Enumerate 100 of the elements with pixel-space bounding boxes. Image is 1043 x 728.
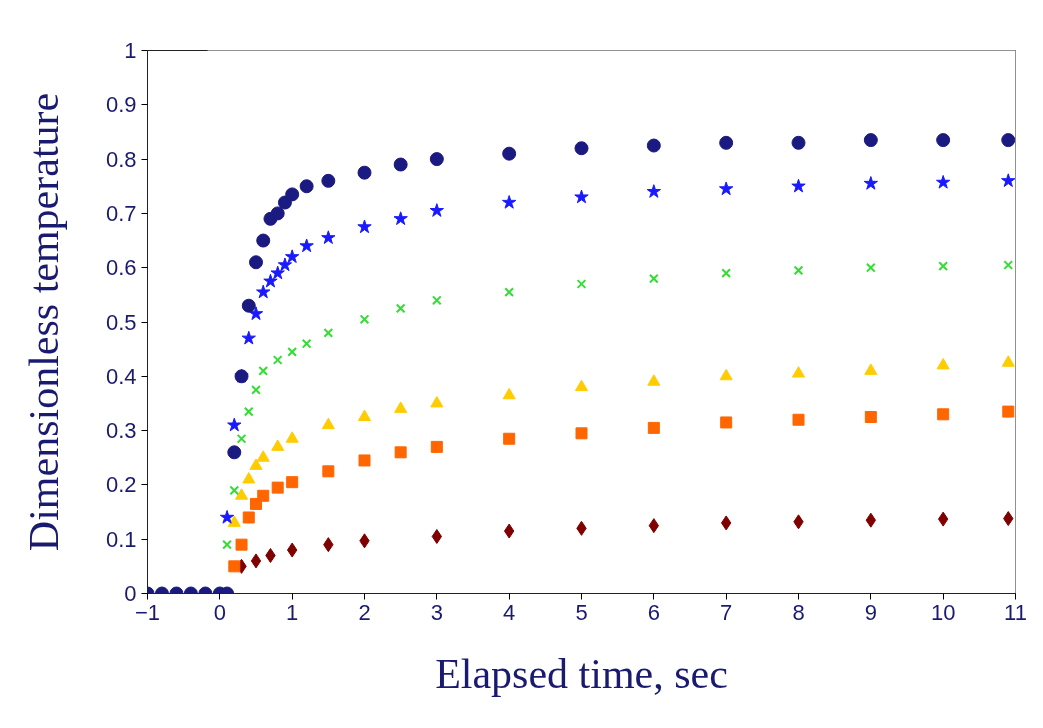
x-tick-label: 6 xyxy=(647,599,660,625)
point xyxy=(574,189,589,204)
point xyxy=(429,152,444,167)
point xyxy=(575,379,588,392)
point xyxy=(227,515,241,527)
x-tick-label: 10 xyxy=(930,599,956,625)
x-tick-label: 1 xyxy=(286,599,299,625)
point xyxy=(936,174,951,189)
point xyxy=(719,135,734,150)
point xyxy=(647,374,661,386)
point xyxy=(1002,405,1015,418)
point xyxy=(793,265,804,276)
point xyxy=(227,445,242,460)
point xyxy=(256,284,271,299)
y-tick-label: 0.1 xyxy=(105,526,137,552)
point xyxy=(937,408,950,421)
point xyxy=(393,157,408,172)
point xyxy=(321,230,336,244)
point xyxy=(574,141,589,156)
x-tick-label: 3 xyxy=(430,599,443,625)
y-tick-label: 1 xyxy=(124,38,137,63)
point xyxy=(792,413,805,426)
point xyxy=(271,481,284,494)
point xyxy=(430,440,443,453)
point xyxy=(242,511,255,524)
point xyxy=(357,165,372,180)
y-tick-label: 0.3 xyxy=(105,418,137,444)
point xyxy=(248,306,264,321)
point xyxy=(270,206,285,221)
point xyxy=(287,346,298,357)
point xyxy=(863,176,878,190)
point xyxy=(647,421,660,434)
point xyxy=(323,327,334,338)
point xyxy=(1001,133,1016,148)
point xyxy=(301,338,312,349)
x-tick-label: 0 xyxy=(213,599,226,625)
point xyxy=(256,450,270,462)
point xyxy=(272,355,283,365)
x-tick-label: 8 xyxy=(792,599,805,625)
y-tick-label: 0.6 xyxy=(105,255,137,281)
point xyxy=(285,187,300,202)
point xyxy=(299,179,314,194)
point xyxy=(719,368,733,381)
point xyxy=(258,365,269,376)
point xyxy=(1003,260,1014,270)
point xyxy=(865,262,876,273)
point xyxy=(263,273,278,288)
point xyxy=(241,298,256,313)
x-tick-label: 5 xyxy=(575,599,588,625)
point xyxy=(256,233,271,248)
point xyxy=(228,560,241,573)
point xyxy=(936,358,950,370)
point xyxy=(257,489,270,502)
point xyxy=(241,330,256,345)
point xyxy=(242,472,256,484)
point xyxy=(863,133,878,148)
y-tick-label: 0.5 xyxy=(105,309,137,335)
point xyxy=(791,178,806,193)
point xyxy=(502,195,517,209)
x-tick-label: 2 xyxy=(358,599,371,625)
point xyxy=(430,396,444,408)
point xyxy=(1001,173,1016,187)
point xyxy=(277,195,292,210)
point xyxy=(243,406,254,417)
point xyxy=(502,146,517,161)
y-axis-title: Dimensionless temperature xyxy=(20,92,67,552)
x-tick-label: 9 xyxy=(864,599,877,625)
point xyxy=(236,433,247,444)
point xyxy=(358,409,371,421)
x-tick-label: −1 xyxy=(134,599,161,625)
point xyxy=(429,203,444,217)
point xyxy=(646,138,661,153)
point xyxy=(503,432,516,445)
y-tick-label: 0.8 xyxy=(105,146,137,172)
point xyxy=(322,465,335,478)
y-tick-label: 0.2 xyxy=(105,472,137,498)
point xyxy=(502,387,516,400)
point xyxy=(271,439,285,451)
point xyxy=(285,249,300,263)
x-axis-title: Elapsed time, sec xyxy=(435,650,728,697)
point xyxy=(235,538,248,551)
point xyxy=(219,509,235,524)
y-tick-label: 0.7 xyxy=(105,200,137,226)
point xyxy=(646,184,661,198)
point xyxy=(720,416,733,429)
point xyxy=(431,295,442,306)
point xyxy=(393,211,408,225)
point xyxy=(227,417,242,432)
y-tick-label: 0 xyxy=(124,581,137,606)
point xyxy=(359,314,370,325)
point xyxy=(358,454,371,467)
point xyxy=(249,458,263,470)
point xyxy=(719,181,734,196)
point xyxy=(229,485,240,496)
point xyxy=(576,279,587,289)
x-tick-label: 7 xyxy=(720,599,733,625)
point xyxy=(648,273,659,284)
point xyxy=(1001,355,1015,367)
point xyxy=(235,488,249,500)
point xyxy=(321,173,336,188)
